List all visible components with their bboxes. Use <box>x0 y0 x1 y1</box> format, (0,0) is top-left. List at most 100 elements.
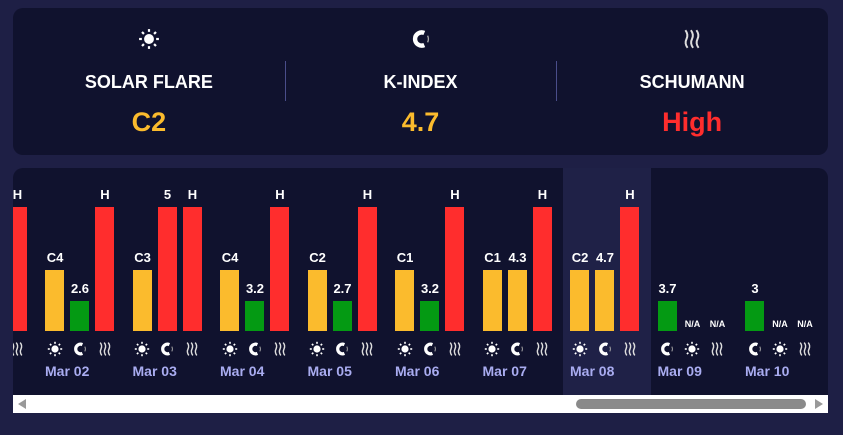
kp-bar <box>595 270 614 331</box>
scrollbar-thumb[interactable] <box>576 399 806 409</box>
waves-icon <box>270 340 289 358</box>
schumann-bar <box>445 207 464 331</box>
magnet-icon <box>508 340 527 358</box>
schumann-value-label: H <box>13 187 23 202</box>
solar-bar <box>395 270 414 331</box>
solar-bar <box>307 270 327 331</box>
daily-history-chart[interactable]: H C4 2.6 H Mar 02 C3 5 H Mar 03 C4 3.2 H Mar 04 C2 2.7… <box>13 168 828 395</box>
day-date: Mar 07 <box>482 363 527 379</box>
kp-value-label: 3.2 <box>245 281 265 296</box>
day-group[interactable]: C1 4.3 H Mar 07 <box>476 168 564 395</box>
waves-icon <box>533 340 552 358</box>
day-group[interactable]: C3 5 H Mar 03 <box>126 168 214 395</box>
magnet-icon <box>333 340 352 358</box>
schumann-value-label: N/A <box>709 319 726 329</box>
waves-icon <box>445 340 464 358</box>
solar-value-label: C4 <box>221 250 239 265</box>
magnet-icon <box>658 340 677 358</box>
schumann-value-label: H <box>187 187 198 202</box>
horizontal-scrollbar[interactable] <box>13 395 828 413</box>
sun-icon <box>483 340 502 358</box>
schumann-value-label: H <box>362 187 373 202</box>
sun-icon <box>45 340 64 358</box>
day-group[interactable]: C4 3.2 H Mar 04 <box>213 168 301 395</box>
stat-value: High <box>662 107 723 137</box>
day-group[interactable]: C2 2.7 H Mar 05 <box>301 168 389 395</box>
kp-value-label: 2.6 <box>70 281 90 296</box>
waves-icon <box>681 26 703 52</box>
schumann-bar <box>182 207 202 331</box>
solar-bar <box>132 270 152 331</box>
magnet-icon <box>158 340 177 358</box>
schumann-bar <box>532 207 552 331</box>
schumann-value-label: H <box>275 187 285 202</box>
day-group[interactable]: C2 4.7 H Mar 08 <box>563 168 651 395</box>
kp-value-label: 3.2 <box>420 281 440 296</box>
waves-icon <box>795 340 814 358</box>
solar-value-label: C2 <box>571 250 589 265</box>
kp-bar <box>245 301 264 331</box>
stat-schumann: SCHUMANN High <box>556 8 828 155</box>
magnet-icon <box>595 340 614 358</box>
day-group[interactable]: C4 2.6 H Mar 02 <box>38 168 126 395</box>
kp-bar <box>420 301 439 331</box>
day-date: Mar 10 <box>745 363 790 379</box>
solar-value-label: N/A <box>772 319 788 329</box>
solar-value-label: C1 <box>396 250 414 265</box>
stat-k-index: K-INDEX 4.7 <box>284 8 557 155</box>
solar-value-label: C3 <box>134 250 151 265</box>
kp-bar <box>507 270 527 331</box>
kp-bar <box>157 207 177 331</box>
current-conditions-panel: SOLAR FLARE C2 K-INDEX 4.7 SCHUMANN High <box>13 8 828 155</box>
solar-bar <box>220 270 239 331</box>
schumann-bar <box>13 207 27 331</box>
magnet-icon <box>745 340 764 358</box>
day-date: Mar 04 <box>220 363 265 379</box>
magnet-icon <box>245 340 264 358</box>
schumann-value-label: H <box>625 187 635 202</box>
scroll-left-arrow-icon[interactable] <box>18 399 26 409</box>
solar-bar <box>482 270 502 331</box>
stat-value: 4.7 <box>401 107 440 137</box>
kp-bar <box>70 301 89 331</box>
kp-bar <box>745 301 764 331</box>
solar-value-label: C4 <box>46 250 64 265</box>
kp-value-label: 3.7 <box>658 281 677 296</box>
magnet-icon <box>70 340 89 358</box>
day-date: Mar 08 <box>570 363 615 379</box>
waves-icon <box>13 340 27 358</box>
day-group[interactable]: C1 3.2 H Mar 06 <box>388 168 476 395</box>
sun-icon <box>683 340 702 358</box>
day-date: Mar 03 <box>132 363 177 379</box>
stat-label: SCHUMANN <box>639 72 745 92</box>
kp-value-label: 4.7 <box>595 250 615 265</box>
day-date: Mar 06 <box>395 363 440 379</box>
schumann-bar <box>270 207 289 331</box>
kp-bar <box>657 301 677 331</box>
scroll-right-arrow-icon[interactable] <box>815 399 823 409</box>
sun-icon <box>570 340 589 358</box>
schumann-bar <box>95 207 114 331</box>
day-group[interactable]: H <box>13 168 38 395</box>
schumann-bar <box>357 207 377 331</box>
waves-icon <box>183 340 202 358</box>
solar-bar <box>570 270 589 331</box>
day-date: Mar 09 <box>657 363 702 379</box>
sun-icon <box>133 340 152 358</box>
kp-value-label: 3 <box>751 281 759 296</box>
solar-value-label: N/A <box>684 319 701 329</box>
stat-value: C2 <box>131 107 167 137</box>
sun-icon <box>770 340 789 358</box>
waves-icon <box>620 340 639 358</box>
schumann-value-label: H <box>450 187 460 202</box>
day-group[interactable]: 3 N/A N/A Mar 10 <box>738 168 826 395</box>
kp-value-label: 4.3 <box>508 250 527 265</box>
day-group[interactable]: 3.7 N/A N/A Mar 09 <box>651 168 739 395</box>
schumann-value-label: N/A <box>797 319 813 329</box>
waves-icon <box>95 340 114 358</box>
stat-solar-flare: SOLAR FLARE C2 <box>13 8 285 155</box>
sun-icon <box>220 340 239 358</box>
sun-icon <box>395 340 414 358</box>
history-track: H C4 2.6 H Mar 02 C3 5 H Mar 03 C4 3.2 H Mar 04 C2 2.7… <box>13 168 826 395</box>
schumann-value-label: H <box>100 187 110 202</box>
